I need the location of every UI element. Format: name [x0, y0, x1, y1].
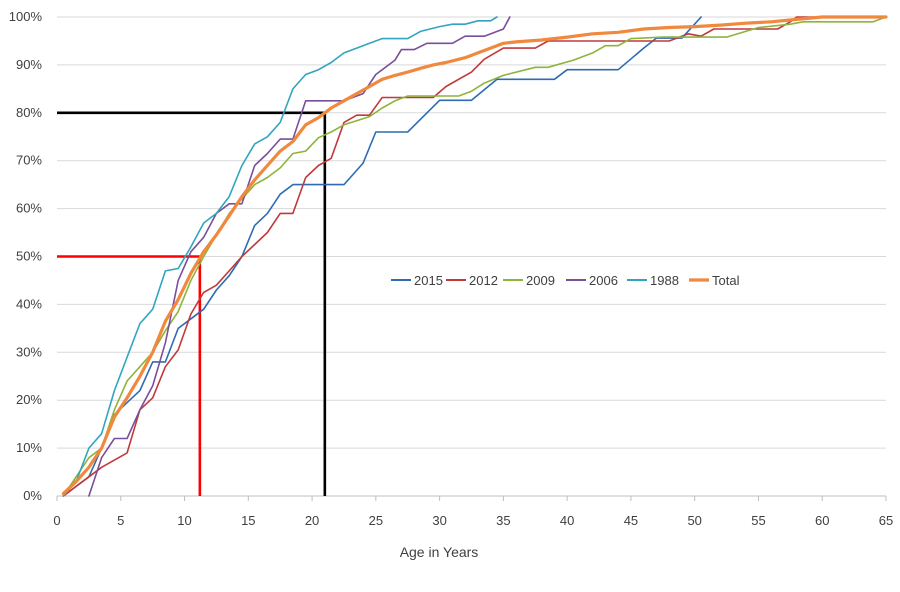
series-line-2006: [88, 16, 511, 497]
x-tick-label: 25: [369, 513, 383, 528]
x-axis-title: Age in Years: [400, 544, 479, 560]
series-line-total: [61, 15, 888, 496]
x-tick-label: 10: [177, 513, 191, 528]
y-tick-label: 50%: [16, 249, 42, 264]
y-tick-label: 60%: [16, 201, 42, 216]
y-tick-label: 40%: [16, 296, 42, 311]
legend-label: 2015: [414, 273, 443, 288]
x-tick-label: 40: [560, 513, 574, 528]
x-tick-label: 65: [879, 513, 893, 528]
x-tick-label: 0: [53, 513, 60, 528]
reference-line: [57, 255, 202, 496]
axes: 0% 10% 20% 30% 40% 50% 60% 70% 80% 90% 100% 0 5 10 15 2…: [9, 9, 893, 528]
series-line-1988: [62, 16, 498, 497]
y-tick-label: 100%: [9, 9, 43, 24]
x-tick-label: 15: [241, 513, 255, 528]
y-tick-label: 70%: [16, 153, 42, 168]
gridlines: [57, 16, 886, 449]
x-tick-label: 45: [624, 513, 638, 528]
x-tick-label: 60: [815, 513, 829, 528]
legend-label: Total: [712, 273, 740, 288]
x-tick-label: 5: [117, 513, 124, 528]
x-tick-label: 50: [687, 513, 701, 528]
x-tick-label: 55: [751, 513, 765, 528]
legend-label: 2006: [589, 273, 618, 288]
legend-label: 2009: [526, 273, 555, 288]
y-tick-label: 80%: [16, 105, 42, 120]
y-tick-label: 0%: [23, 488, 42, 503]
x-tick-label: 35: [496, 513, 510, 528]
y-tick-label: 30%: [16, 344, 42, 359]
series-lines: [61, 15, 888, 497]
legend-label: 2012: [469, 273, 498, 288]
series-line-2015: [62, 16, 702, 497]
x-tick-label: 20: [305, 513, 319, 528]
series-line-2009: [62, 16, 887, 497]
legend-label: 1988: [650, 273, 679, 288]
series-line-2012: [62, 16, 887, 497]
x-tick-label: 30: [432, 513, 446, 528]
y-tick-label: 90%: [16, 57, 42, 72]
y-tick-label: 10%: [16, 440, 42, 455]
legend: 2015 2012 2009 2006 1988 Total: [391, 273, 740, 288]
y-tick-label: 20%: [16, 392, 42, 407]
